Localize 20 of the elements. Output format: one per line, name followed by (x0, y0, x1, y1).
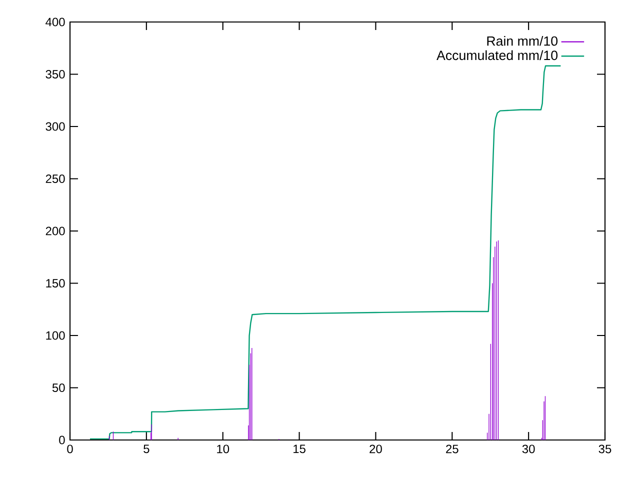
y-tick-label: 200 (46, 226, 65, 236)
x-tick-label: 25 (446, 444, 458, 454)
x-tick-label: 10 (217, 444, 230, 454)
y-tick-label: 100 (46, 331, 65, 340)
y-tick-label: 50 (52, 383, 65, 392)
legend-label: Accumulated mm/10 (436, 50, 558, 60)
x-tick-label: 20 (370, 444, 382, 454)
x-tick-label: 35 (598, 444, 612, 454)
y-tick-label: 400 (46, 18, 65, 26)
x-tick-label: 30 (522, 444, 535, 454)
y-tick-label: 0 (59, 436, 65, 444)
x-tick-label: 0 (67, 444, 73, 454)
y-tick-label: 150 (46, 279, 65, 288)
x-tick-label: 15 (294, 444, 306, 454)
line-series (89, 65, 562, 440)
y-tick-label: 250 (46, 174, 65, 184)
x-tick-label: 5 (144, 444, 150, 454)
y-tick-label: 300 (46, 122, 65, 131)
y-tick-label: 350 (46, 70, 65, 79)
legend-label: Rain mm/10 (487, 36, 558, 46)
